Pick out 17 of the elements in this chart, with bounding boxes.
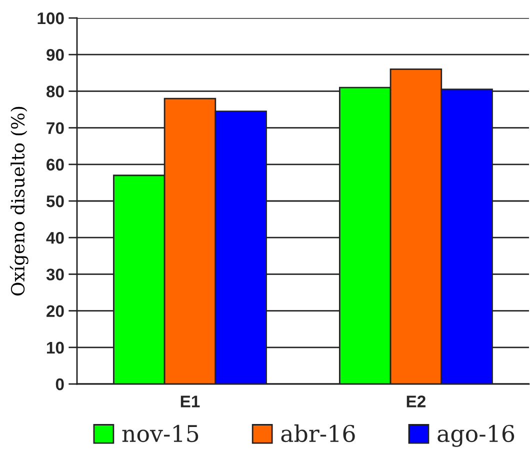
y-tick-label: 100 — [38, 12, 64, 24]
legend-label: ago-16 — [438, 424, 514, 447]
y-tick-label: 60 — [46, 158, 64, 171]
y-tick-label: 50 — [46, 195, 64, 208]
y-tick-label: 80 — [46, 86, 64, 98]
x-tick-label: E2 — [406, 396, 426, 408]
y-tick-label: 0 — [56, 378, 64, 390]
y-axis-title: Oxígeno disuelto (%) — [10, 106, 28, 296]
y-tick-label: 20 — [46, 305, 64, 318]
y-tick-label: 70 — [46, 122, 64, 134]
legend-label: nov-15 — [122, 424, 198, 442]
y-tick-label: 30 — [46, 268, 64, 280]
y-tick-label: 90 — [46, 49, 64, 61]
y-tick-label: 40 — [46, 232, 64, 244]
legend-label: abr-16 — [281, 424, 355, 442]
x-tick-label: E1 — [180, 396, 200, 408]
y-tick-label: 10 — [47, 342, 64, 354]
